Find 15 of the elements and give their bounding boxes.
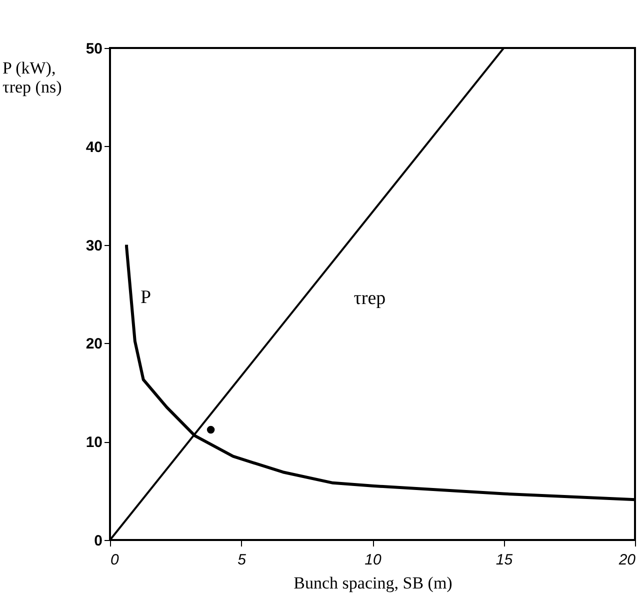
y-tick-label: 50 bbox=[86, 40, 102, 58]
x-tick-label: 15 bbox=[496, 552, 514, 568]
y-axis-title: P (kW), τrep (ns) bbox=[2, 58, 62, 96]
x-tick-label: 0 bbox=[110, 552, 120, 568]
x-axis-title: Bunch spacing, SB (m) bbox=[294, 574, 452, 592]
y-tick-label: 0 bbox=[94, 532, 102, 550]
y-tick-label: 20 bbox=[86, 336, 102, 353]
x-tick-label: 10 bbox=[364, 552, 382, 568]
y-tick-label: 40 bbox=[86, 138, 102, 156]
y-tick-label: 10 bbox=[86, 434, 102, 452]
x-tick-label: 20 bbox=[618, 552, 636, 568]
series-label: τrep bbox=[354, 288, 386, 309]
x-tick-label: 5 bbox=[238, 552, 247, 568]
series-label: P bbox=[140, 286, 152, 308]
y-tick-label: 30 bbox=[86, 237, 102, 254]
